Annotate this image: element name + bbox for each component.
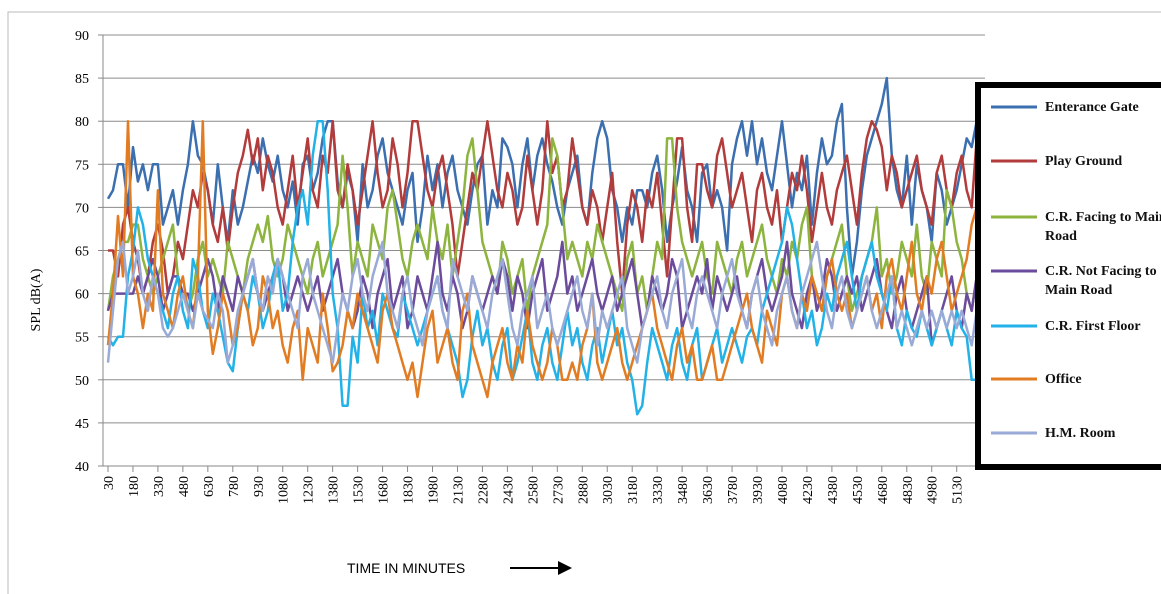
y-tick-label: 70 [75, 201, 89, 216]
legend-entry: C.R. Not Facing to Main Road [991, 262, 1161, 300]
legend-swatch [991, 105, 1037, 109]
legend-swatch [991, 159, 1037, 163]
y-tick-label: 45 [75, 417, 89, 432]
legend-swatch [991, 324, 1037, 328]
series-line [106, 119, 977, 416]
x-tick-label: 1830 [402, 476, 417, 504]
y-tick-label: 65 [75, 245, 89, 260]
legend-label: C.R. First Floor [1045, 319, 1141, 334]
y-tick-label: 90 [75, 29, 89, 44]
x-tick-label: 2280 [476, 476, 491, 504]
x-tick-label: 1980 [427, 476, 442, 504]
y-tick-label: 60 [75, 288, 89, 303]
x-tick-label: 330 [152, 476, 167, 497]
y-axis-label: SPL dB(A) [29, 268, 44, 331]
x-tick-label: 4230 [801, 476, 816, 504]
legend-label: C.R. Facing to Main Road [1045, 210, 1161, 244]
x-tick-label: 1230 [302, 476, 317, 504]
legend-entry: H.M. Room [991, 424, 1161, 443]
legend-entry: Enterance Gate [991, 98, 1161, 117]
y-tick-label: 40 [75, 460, 89, 475]
y-tick-label: 55 [75, 331, 89, 346]
x-tick-label: 3480 [676, 476, 691, 504]
x-tick-label: 2580 [526, 476, 541, 504]
x-tick-label: 4980 [926, 476, 941, 504]
x-tick-label: 180 [127, 476, 142, 497]
y-tick-label: 80 [75, 115, 89, 130]
x-tick-label: 3930 [751, 476, 766, 504]
legend-label: C.R. Not Facing to Main Road [1045, 264, 1157, 298]
legend-swatch [991, 269, 1037, 273]
legend-entry: Play Ground [991, 152, 1161, 171]
frame [7, 11, 1161, 594]
legend-swatch [991, 215, 1037, 219]
x-tick-label: 3030 [601, 476, 616, 504]
x-tick-label: 930 [252, 476, 267, 497]
x-tick-label: 480 [177, 476, 192, 497]
x-arrow [510, 561, 572, 575]
x-tick-label: 1680 [377, 476, 392, 504]
x-tick-label: 780 [227, 476, 242, 497]
x-tick-label: 3780 [726, 476, 741, 504]
x-tick-label: 2430 [501, 476, 516, 504]
y-tick-label: 50 [75, 374, 89, 389]
x-tick-label: 30 [102, 476, 117, 490]
legend-label: H.M. Room [1045, 426, 1116, 441]
legend-label: Play Ground [1045, 154, 1123, 169]
x-tick-label: 630 [202, 476, 217, 497]
x-tick-label: 3330 [651, 476, 666, 504]
legend-label: Enterance Gate [1045, 100, 1139, 115]
y-tick-label: 75 [75, 158, 89, 173]
legend: Enterance Gate Play Ground C.R. Facing to … [975, 82, 1161, 470]
series-line [106, 119, 978, 399]
x-tick-label: 3630 [701, 476, 716, 504]
x-tick-label: 4080 [776, 476, 791, 504]
x-tick-label: 4680 [876, 476, 891, 504]
x-tick-label: 2730 [551, 476, 566, 504]
x-tick-label: 1080 [277, 476, 292, 504]
legend-entry: Office [991, 370, 1161, 389]
legend-label: Office [1045, 372, 1082, 387]
x-tick-label: 2880 [576, 476, 591, 504]
x-tick-label: 2130 [451, 476, 466, 504]
legend-entry: C.R. First Floor [991, 317, 1161, 336]
x-tick-label: 3180 [626, 476, 641, 504]
x-tick-label: 1530 [352, 476, 367, 504]
series-line [106, 240, 978, 364]
legend-entry: C.R. Facing to Main Road [991, 208, 1161, 246]
x-tick-label: 4830 [901, 476, 916, 504]
x-tick-label: 5130 [951, 476, 966, 504]
x-tick-label: 4380 [826, 476, 841, 504]
x-tick-label: 4530 [851, 476, 866, 504]
legend-swatch [991, 377, 1037, 381]
x-tick-label: 1380 [327, 476, 342, 504]
series-line [108, 119, 978, 295]
y-tick-label: 85 [75, 72, 89, 87]
legend-swatch [991, 431, 1037, 435]
x-axis-label: TIME IN MINUTES [347, 560, 465, 576]
